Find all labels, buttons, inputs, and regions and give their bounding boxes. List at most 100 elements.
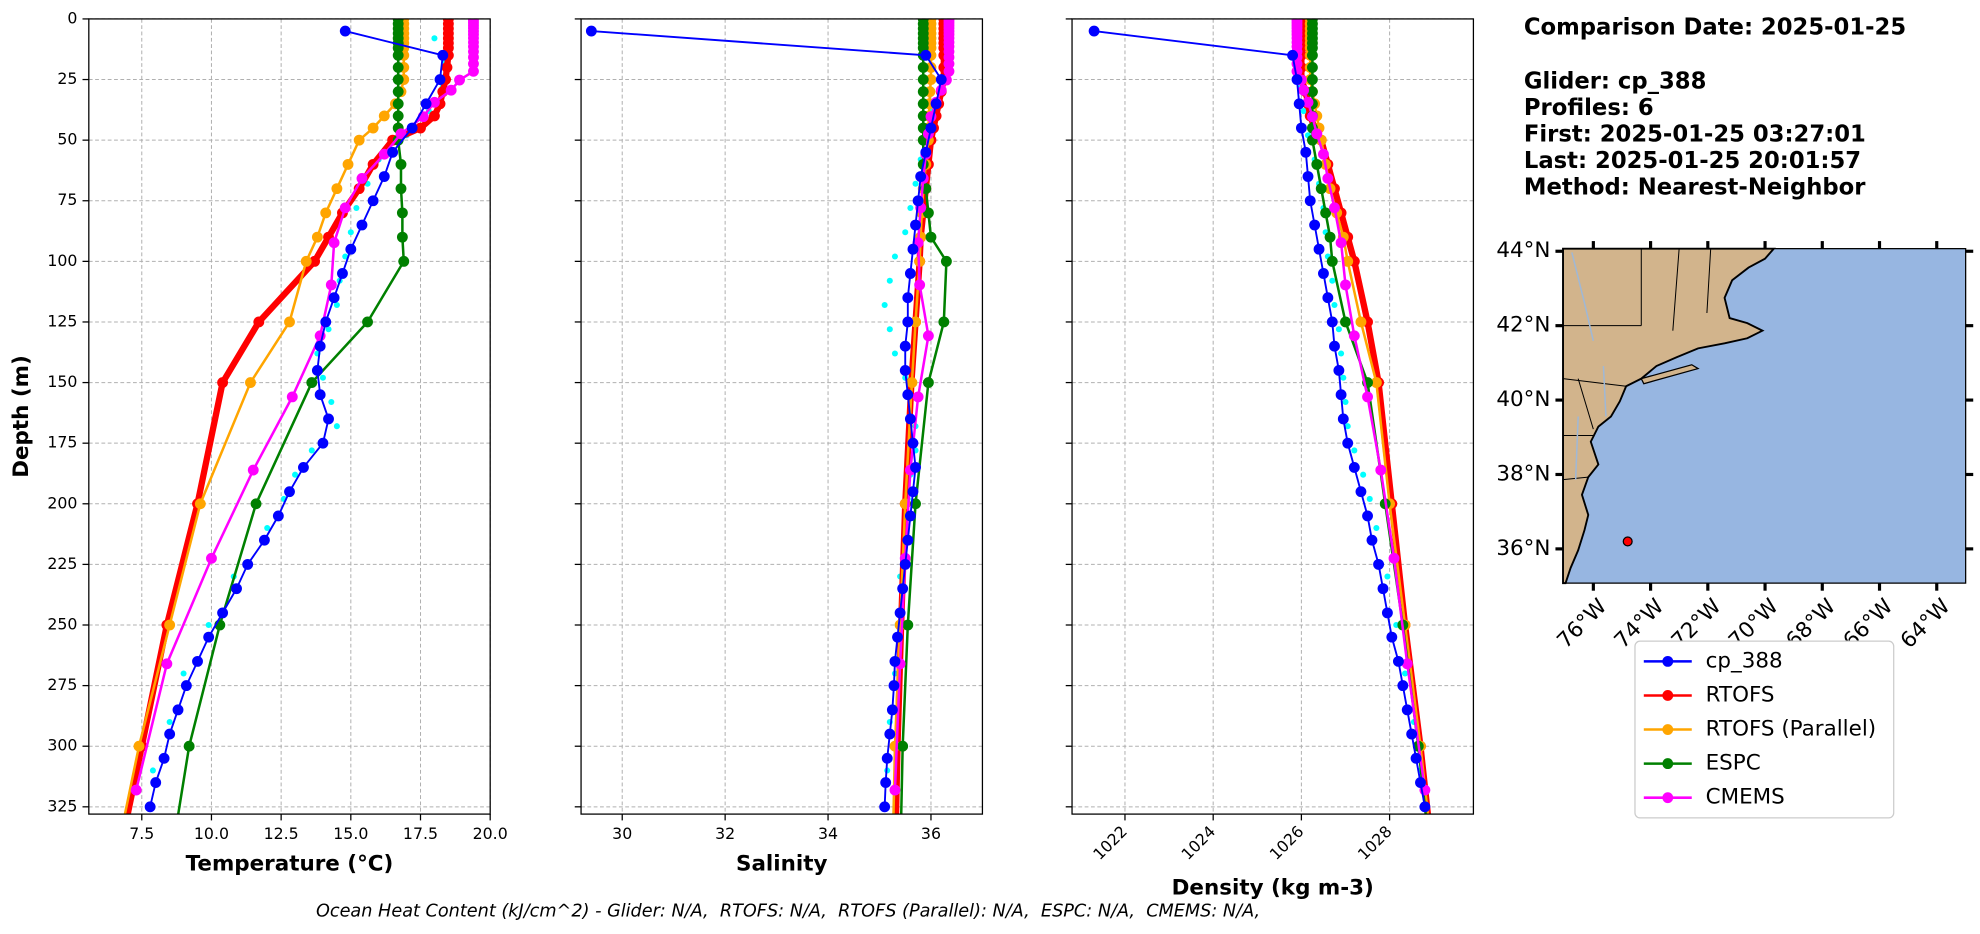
info-line: Comparison Date: 2025-01-25 bbox=[1524, 14, 1906, 40]
profile-marker bbox=[1324, 231, 1336, 243]
legend: cp_388 RTOFS RTOFS (Parallel) ESPC CMEMS bbox=[1634, 640, 1895, 819]
profile-marker bbox=[378, 171, 390, 182]
profile-marker bbox=[250, 498, 262, 510]
profile-marker bbox=[468, 58, 479, 70]
profile-marker bbox=[888, 680, 900, 692]
profile-marker bbox=[1335, 389, 1347, 401]
profile-marker bbox=[910, 316, 921, 328]
profile-marker bbox=[912, 391, 924, 403]
raw-point bbox=[180, 670, 187, 677]
footer: Ocean Heat Content (kJ/cm^2) - Glider: N… bbox=[316, 901, 1260, 921]
profile-marker bbox=[920, 146, 932, 158]
x-tick-label: 64°W bbox=[1896, 594, 1956, 654]
profile-marker bbox=[392, 86, 404, 98]
profile-marker bbox=[1386, 631, 1398, 643]
raw-point bbox=[891, 350, 898, 357]
plot-area bbox=[1088, 18, 1432, 815]
raw-point bbox=[1340, 374, 1347, 381]
profile-marker bbox=[912, 195, 924, 207]
y-tick-label: 300 bbox=[47, 736, 77, 755]
profile-marker bbox=[111, 862, 122, 873]
panel-frame bbox=[580, 18, 984, 815]
y-tick-label: 275 bbox=[47, 675, 77, 694]
profile-marker bbox=[284, 486, 295, 498]
legend-label: cp_388 bbox=[1706, 648, 1783, 673]
profile-marker bbox=[1302, 171, 1314, 182]
info-line: Profiles: 6 bbox=[1524, 95, 1654, 121]
raw-point bbox=[1402, 670, 1409, 677]
profile-marker bbox=[940, 255, 952, 267]
profile-marker bbox=[309, 255, 321, 267]
profile-marker bbox=[164, 619, 176, 631]
profile-marker bbox=[429, 110, 440, 122]
raw-point bbox=[1373, 525, 1380, 532]
profile-marker bbox=[1326, 255, 1338, 267]
raw-point bbox=[431, 35, 438, 42]
profile-marker bbox=[206, 552, 217, 564]
raw-point bbox=[333, 301, 340, 309]
raw-point bbox=[1366, 495, 1373, 502]
profile-marker bbox=[894, 607, 906, 619]
profile-marker bbox=[1342, 255, 1354, 267]
x-tick-label: 1024 bbox=[1177, 822, 1219, 864]
profile-marker bbox=[1088, 25, 1100, 37]
profile-marker bbox=[130, 784, 142, 796]
profile-marker bbox=[889, 655, 901, 667]
profile-marker bbox=[925, 61, 937, 73]
profile-marker bbox=[342, 158, 354, 170]
profile-marker bbox=[899, 340, 911, 352]
profile-marker bbox=[245, 377, 256, 389]
x-tick-label: 30 bbox=[612, 824, 632, 843]
profile-marker bbox=[1410, 752, 1422, 764]
y-tick-label: 38°N bbox=[1496, 461, 1550, 486]
profile-marker bbox=[192, 655, 203, 667]
profile-marker bbox=[1302, 96, 1314, 108]
panel: 7.5 10.0 12.5 15.0 17.5 20.0 0 25 50 75 100 125 150 1… bbox=[9, 8, 508, 876]
profile-marker bbox=[314, 389, 326, 401]
profile-marker bbox=[1401, 658, 1413, 670]
profile-marker bbox=[899, 558, 911, 570]
profile-marker bbox=[468, 65, 479, 77]
legend-box bbox=[1634, 640, 1895, 819]
profile-marker bbox=[1381, 607, 1393, 619]
panel: 30 32 34 36 Salinity bbox=[574, 18, 984, 877]
x-tick-label: 15.0 bbox=[333, 824, 368, 843]
profile-marker bbox=[1313, 243, 1325, 255]
x-tick-label: 17.5 bbox=[403, 824, 438, 843]
raw-point bbox=[319, 374, 326, 381]
map: 76°W74°W72°W70°W68°W66°W64°W36°N38°N40°N… bbox=[1496, 238, 1974, 654]
raw-point bbox=[353, 204, 360, 212]
profile-marker bbox=[396, 207, 408, 219]
profile-marker bbox=[367, 195, 379, 207]
profile-marker bbox=[133, 740, 145, 752]
profile-marker bbox=[298, 461, 309, 473]
y-tick-label: 75 bbox=[57, 190, 77, 209]
profile-marker bbox=[1293, 98, 1305, 110]
profile-marker bbox=[904, 413, 916, 425]
profile-line bbox=[1093, 30, 1426, 807]
profile-marker bbox=[434, 74, 446, 85]
x-tick-label: 36 bbox=[921, 824, 941, 843]
profile-marker bbox=[1318, 148, 1329, 160]
profile-marker bbox=[392, 49, 404, 61]
profile-marker bbox=[320, 207, 332, 219]
long-island bbox=[1640, 364, 1700, 385]
profile-marker bbox=[392, 110, 404, 122]
profile-marker bbox=[253, 316, 265, 328]
raw-point bbox=[1338, 350, 1345, 357]
profile-marker bbox=[406, 122, 418, 134]
profile-marker bbox=[180, 680, 192, 692]
legend-marker bbox=[1662, 724, 1674, 735]
profile-marker bbox=[311, 231, 323, 243]
raw-point bbox=[325, 326, 332, 333]
profile-marker bbox=[904, 510, 916, 522]
y-tick-label: 36°N bbox=[1496, 536, 1550, 561]
profile-marker bbox=[1306, 111, 1318, 123]
profile-marker bbox=[1300, 146, 1312, 158]
profile-marker bbox=[164, 728, 176, 740]
y-tick-label: 325 bbox=[47, 796, 77, 815]
profile-marker bbox=[231, 583, 242, 595]
profile-marker bbox=[1342, 437, 1354, 449]
profile-marker bbox=[1370, 377, 1382, 389]
